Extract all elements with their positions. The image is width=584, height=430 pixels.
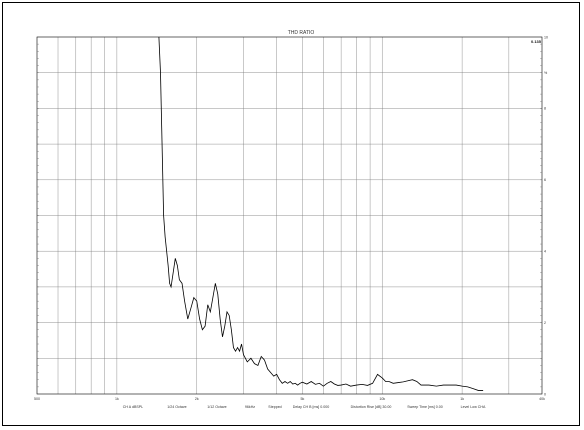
y-tick-label: 6 [544, 178, 546, 182]
x-tick-label: 2k [195, 397, 199, 401]
minor-tick-marks [37, 36, 542, 395]
x-tick-label: 500 [34, 397, 40, 401]
thd-ratio-chart: THD RATIO 500 1k 2k 5k 10k 1k 40k 0 2 4 6 8% 10 0.1… [34, 30, 548, 409]
footer-setting: 96kHz [245, 405, 255, 409]
x-tick-label: 1k [460, 397, 464, 401]
footer-setting: Delay CH B [ms] 0.000 [293, 405, 330, 409]
footer-setting: Distortion Rise [dB] 30.00 [351, 405, 392, 409]
x-tick-label: 40k [539, 397, 545, 401]
y-tick-label: 0 [544, 392, 546, 396]
y-tick-label: 2 [544, 321, 546, 325]
y-axis-tick-labels: 0 2 4 6 8% 10 [544, 35, 548, 396]
footer-setting: Level Low CHA [461, 405, 486, 409]
footer-setting: Sweep Time [ms] 0.00 [407, 405, 443, 409]
chart-frame: THD RATIO 500 1k 2k 5k 10k 1k 40k 0 2 4 6 8% 10 0.1… [2, 2, 580, 426]
thd-series-line [158, 36, 484, 391]
footer-setting: CH A dBSPL [123, 405, 143, 409]
y-tick-label: 10 [544, 35, 548, 39]
x-tick-label: 1k [115, 397, 119, 401]
grid [37, 37, 542, 394]
y-tick-label: 8 [544, 107, 546, 111]
footer-setting: Stepped [268, 405, 281, 409]
footer-settings: CH A dBSPL 1/24 Octave 1/12 Octave 96kHz Ste… [123, 405, 486, 409]
footer-setting: 1/12 Octave [207, 405, 226, 409]
x-axis-tick-labels: 500 1k 2k 5k 10k 1k 40k [34, 397, 545, 401]
footer-setting: 1/24 Octave [167, 405, 186, 409]
x-tick-label: 10k [379, 397, 385, 401]
y-tick-label: 4 [544, 250, 546, 254]
y-tick-label: % [544, 71, 548, 75]
x-tick-label: 5k [300, 397, 304, 401]
chart-title: THD RATIO [288, 30, 315, 36]
corner-label: 0.135 [531, 39, 542, 44]
